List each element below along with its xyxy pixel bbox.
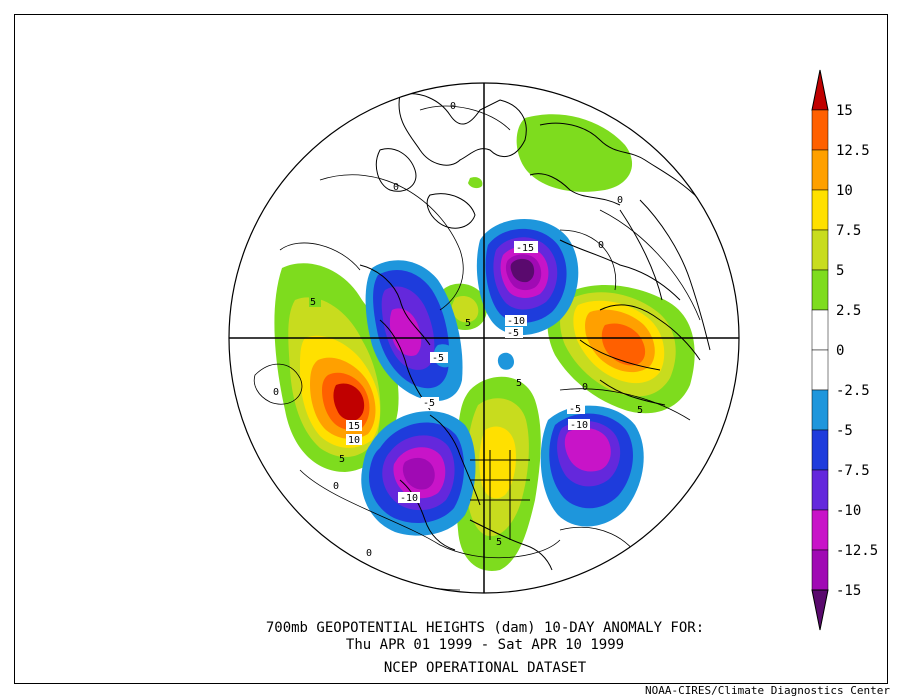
- colorbar-arrow-bottom: [811, 589, 829, 631]
- colorbar-label: 7.5: [836, 223, 861, 239]
- map-title-line2: Thu APR 01 1999 - Sat APR 10 1999: [345, 637, 625, 653]
- colorbar-arrow-top: [811, 69, 829, 111]
- colorbar-swatch: [811, 229, 829, 271]
- contour-label: 0: [273, 387, 279, 398]
- contour-label: 0: [450, 101, 456, 112]
- colorbar-label: -10: [836, 503, 861, 519]
- contour-label: 0: [333, 481, 339, 492]
- colorbar-label: -12.5: [836, 543, 878, 559]
- contour-label: 15: [348, 421, 360, 432]
- credit-text: NOAA-CIRES/Climate Diagnostics Center: [644, 684, 890, 697]
- colorbar-label: -15: [836, 583, 861, 599]
- positive-anomaly-eurasia: [547, 284, 695, 414]
- colorbar-label: 12.5: [836, 143, 870, 159]
- map-title-line3: NCEP OPERATIONAL DATASET: [383, 660, 587, 676]
- colorbar-swatch: [811, 469, 829, 511]
- contour-label: 0: [582, 382, 588, 393]
- contour-label: -5: [507, 328, 519, 339]
- contour-label: 10: [348, 435, 360, 446]
- colorbar-swatch: [811, 269, 829, 311]
- colorbar-label: 10: [836, 183, 853, 199]
- colorbar-label: -7.5: [836, 463, 870, 479]
- negative-anomaly-arctic: [476, 219, 579, 336]
- contour-label: 5: [496, 537, 502, 548]
- colorbar-swatch: [811, 549, 829, 591]
- colorbar-label: 15: [836, 103, 853, 119]
- contour-label: 0: [617, 195, 623, 206]
- contour-label: -10: [507, 316, 525, 327]
- map-frame: [14, 14, 888, 684]
- contour-label: 0: [393, 182, 399, 193]
- contour-label: 0: [366, 548, 372, 559]
- colorbar-swatch: [811, 509, 829, 551]
- contour-label: -5: [432, 353, 444, 364]
- colorbar-swatch: [811, 349, 829, 391]
- contour-label: -15: [516, 243, 534, 254]
- contour-label: 5: [516, 378, 522, 389]
- negative-anomaly-atlantic: [540, 405, 644, 527]
- colorbar-label: 2.5: [836, 303, 861, 319]
- negative-anomaly-western-us: [361, 411, 476, 536]
- contour-label: -10: [400, 493, 418, 504]
- colorbar-swatch: [811, 389, 829, 431]
- colorbar-label: -2.5: [836, 383, 870, 399]
- contour-label: 5: [339, 454, 345, 465]
- colorbar: 15 12.5 10 7.5 5 2.5 0 -2.5 -5 -7.5 -10 -12.5 -15: [811, 69, 878, 631]
- colorbar-swatch: [811, 429, 829, 471]
- contour-label: 0: [598, 240, 604, 251]
- colorbar-label: 5: [836, 263, 844, 279]
- globe-outline: [228, 82, 740, 594]
- colorbar-swatch: [811, 189, 829, 231]
- contour-label: 5: [310, 297, 316, 308]
- contour-labels: 5 0 0 0 0 15 10 5 0 -5 -5 -10 -15 -10 -5…: [273, 101, 643, 559]
- contour-label: -5: [569, 404, 581, 415]
- contour-label: 5: [637, 405, 643, 416]
- colorbar-label: 0: [836, 343, 844, 359]
- negative-anomaly-canada: [365, 260, 463, 401]
- colorbar-swatch: [811, 309, 829, 351]
- contour-label: -10: [570, 420, 588, 431]
- coastlines: [359, 93, 711, 571]
- map-title-line1: 700mb GEOPOTENTIAL HEIGHTS (dam) 10-DAY …: [265, 620, 705, 636]
- contour-label: 5: [465, 318, 471, 329]
- colorbar-swatch: [811, 109, 829, 151]
- colorbar-swatch: [811, 149, 829, 191]
- contour-label: -5: [423, 398, 435, 409]
- colorbar-label: -5: [836, 423, 853, 439]
